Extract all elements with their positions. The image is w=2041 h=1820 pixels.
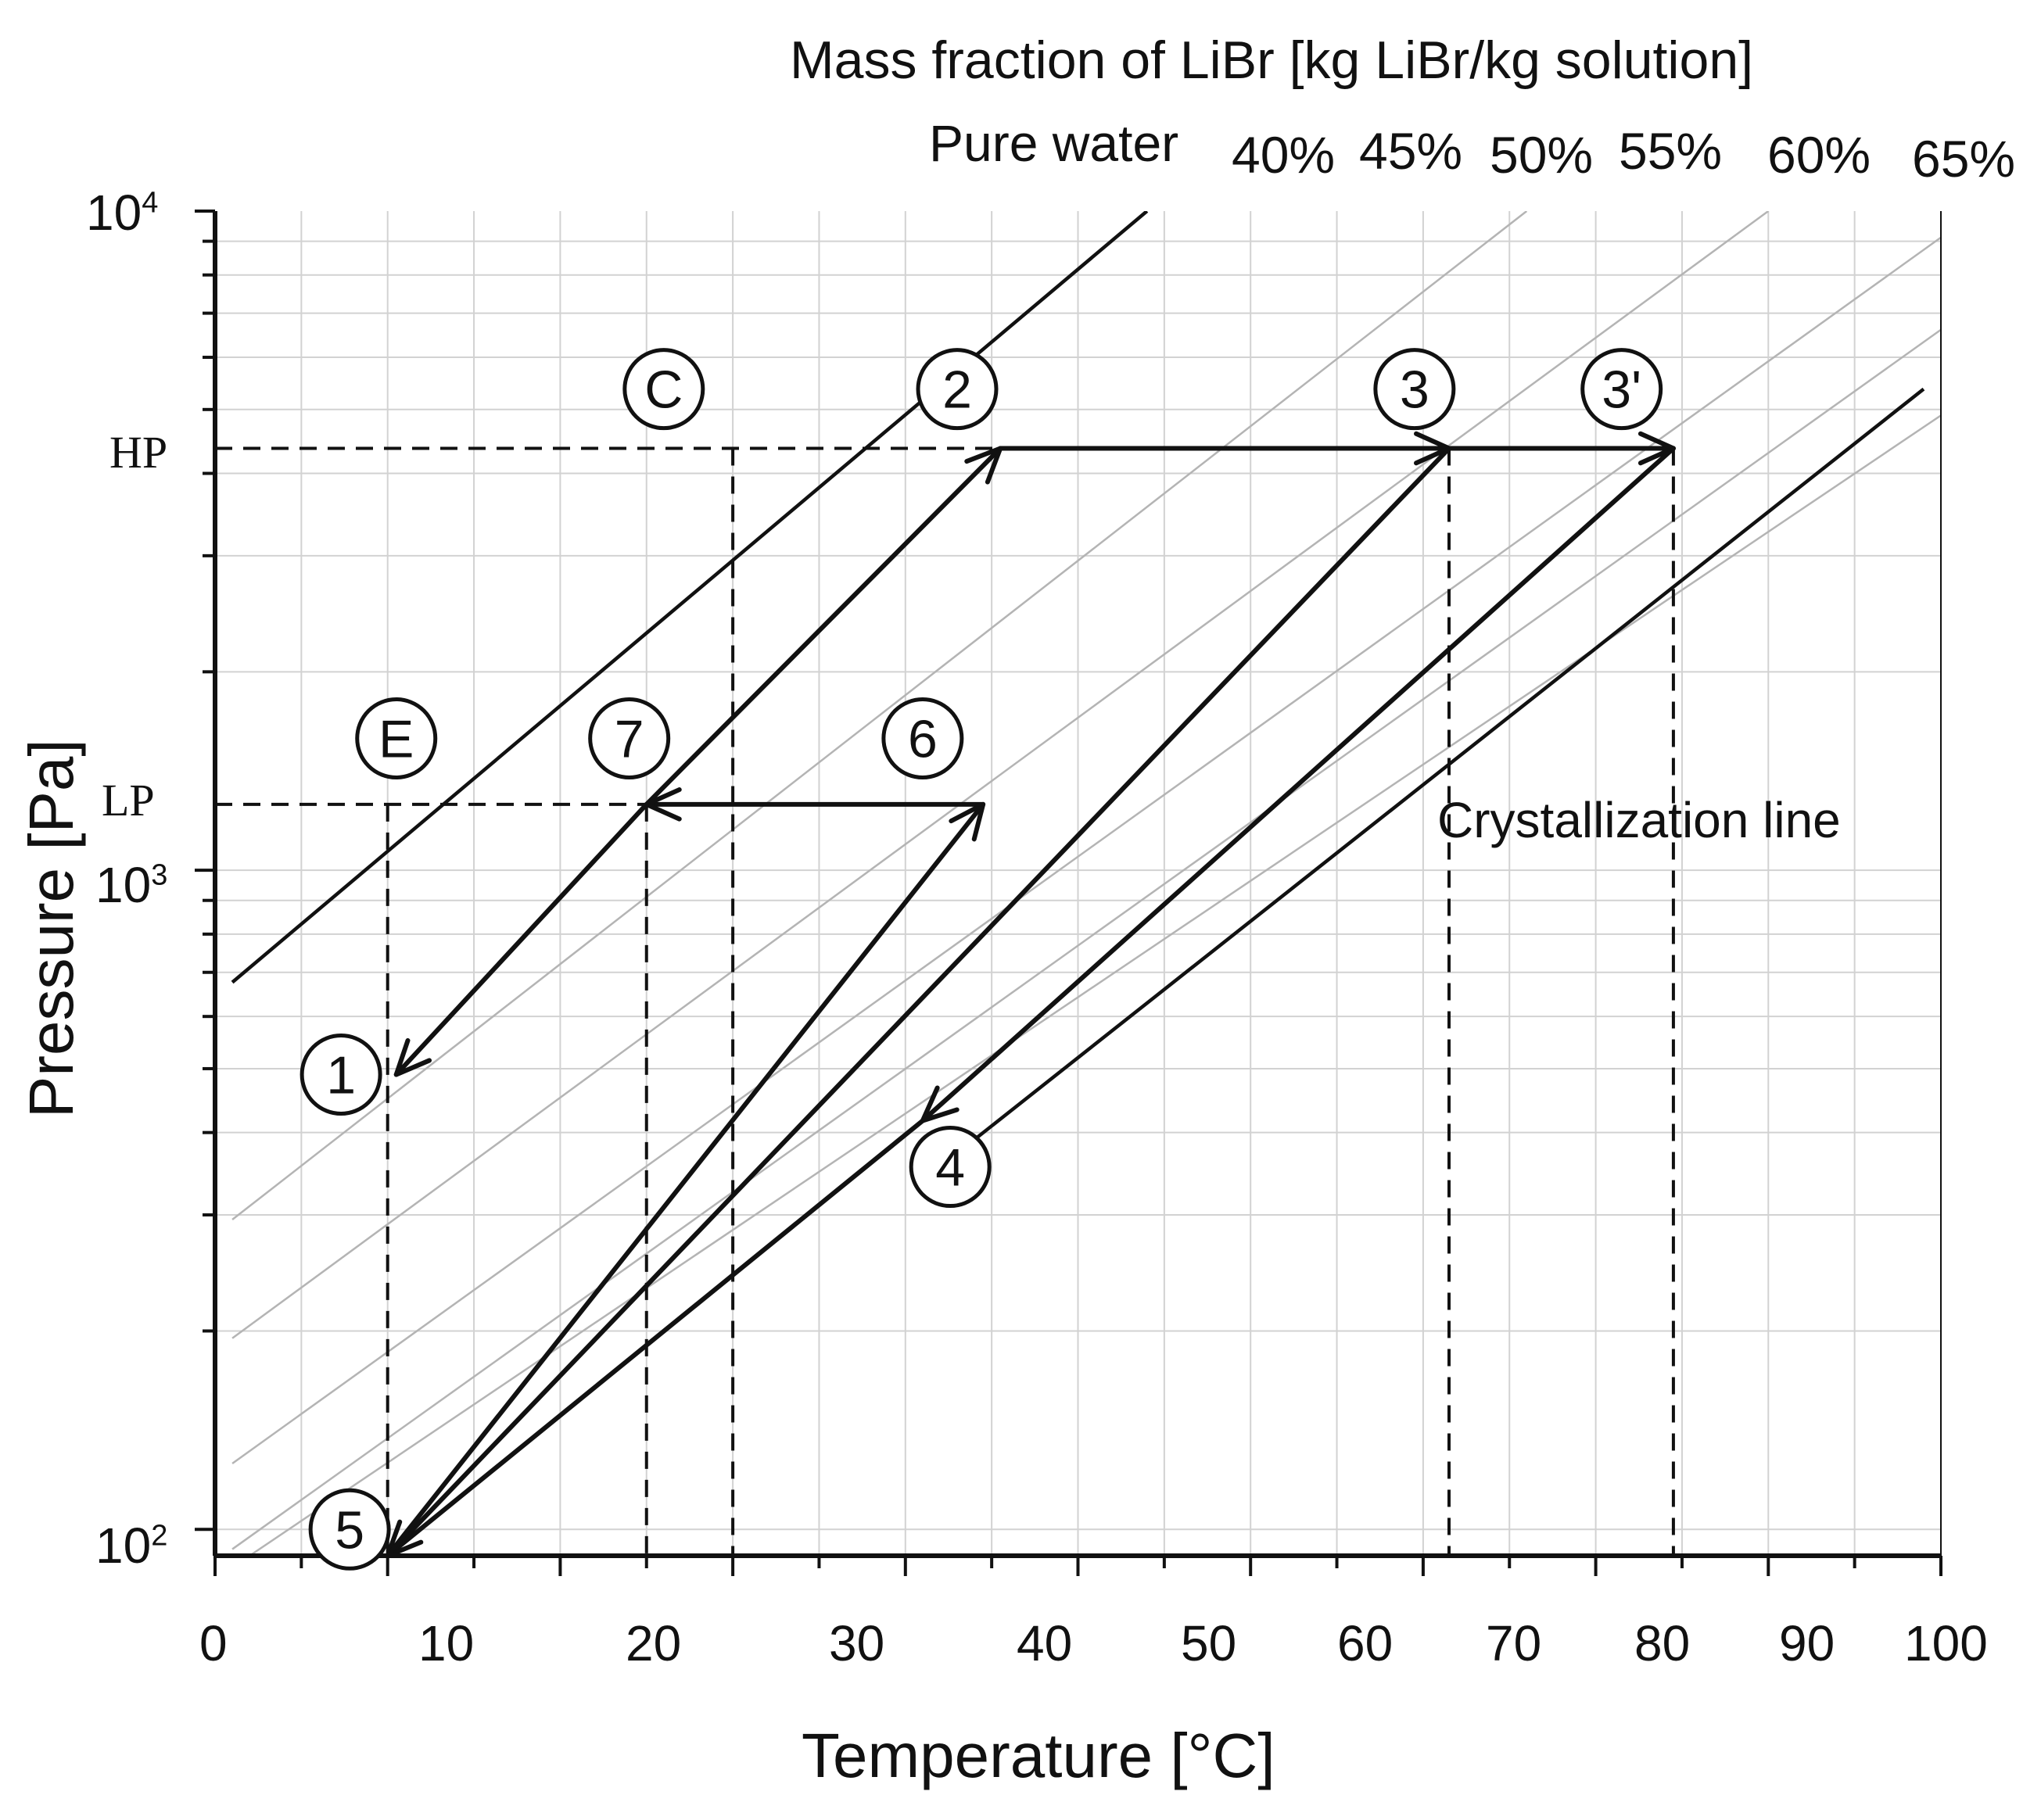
- y-axis-label: Pressure [Pa]: [16, 739, 86, 1118]
- state-point-label: 3': [1602, 360, 1641, 420]
- state-point-4: 4: [909, 1126, 992, 1209]
- state-point-C: C: [622, 348, 705, 431]
- state-point-5: 5: [308, 1488, 391, 1571]
- state-point-circle: [1580, 348, 1663, 431]
- process-line: [385, 1118, 925, 1558]
- crystallization-line-label: Crystallization line: [1437, 792, 1841, 848]
- main-lines: [231, 211, 1925, 1169]
- concentration-label-40: 40%: [1232, 126, 1336, 184]
- state-point-label: 4: [935, 1138, 965, 1198]
- state-point-label: 6: [908, 710, 938, 769]
- x-tick-label: 50: [1181, 1615, 1237, 1671]
- state-point-label: 7: [615, 710, 644, 769]
- iso-concentration-line: [249, 414, 1941, 1556]
- y-tick-label-1000: 103: [95, 857, 168, 913]
- state-point-E: E: [355, 697, 438, 780]
- x-tick-label: 60: [1337, 1615, 1394, 1671]
- x-tick-label: 100: [1904, 1615, 1988, 1671]
- state-point-circle: [308, 1488, 391, 1571]
- x-tick-label: 10: [418, 1615, 475, 1671]
- x-axis-label: Temperature [°C]: [802, 1721, 1275, 1790]
- x-tick-label: 80: [1634, 1615, 1691, 1671]
- concentration-label-60: 60%: [1767, 126, 1871, 184]
- concentration-label-65: 65%: [1912, 130, 2016, 188]
- process-line: [385, 801, 986, 1558]
- arrow-head: [393, 1037, 432, 1077]
- concentration-label-pure-water: Pure water: [929, 114, 1179, 172]
- x-tick-label: 90: [1779, 1615, 1835, 1671]
- state-point-7: 7: [588, 697, 671, 780]
- iso-concentration-line: [231, 328, 1941, 1550]
- grid: [215, 211, 1941, 1556]
- hp-level-label: HP: [109, 427, 168, 478]
- state-point-label: E: [378, 710, 414, 769]
- chart-title: Mass fraction of LiBr [kg LiBr/kg soluti…: [790, 30, 1754, 90]
- process-line: [393, 801, 649, 1077]
- state-point-3: 3: [1373, 348, 1456, 431]
- state-point-labels: C 2 3 3' E 7 6 1 4 5: [300, 348, 1663, 1571]
- iso-concentration-lines: [231, 211, 1941, 1556]
- concentration-label-50: 50%: [1490, 126, 1594, 184]
- x-tick-label: 70: [1486, 1615, 1542, 1671]
- state-point-circle: [1373, 348, 1456, 431]
- arrow-head: [920, 1085, 960, 1123]
- state-point-circle: [622, 348, 705, 431]
- process-line: [920, 446, 1676, 1123]
- state-point-circle: [300, 1034, 382, 1116]
- state-point-label: C: [644, 360, 683, 420]
- pure-water-line: [231, 211, 1149, 984]
- y-tick-label-100: 102: [95, 1517, 168, 1574]
- state-point-label: 1: [326, 1046, 356, 1105]
- y-tick-label-10000: 104: [86, 185, 159, 241]
- x-tick-label: 40: [1017, 1615, 1073, 1671]
- process-line: [385, 446, 1452, 1558]
- iso-concentration-line: [231, 236, 1941, 1464]
- iso-concentration-line: [231, 211, 1770, 1339]
- crystallization-line: [938, 387, 1925, 1169]
- x-tick-label: 20: [626, 1615, 682, 1671]
- state-point-1: 1: [300, 1034, 382, 1116]
- state-point-2: 2: [916, 348, 999, 431]
- state-point-circle: [881, 697, 964, 780]
- process-arrows: [385, 431, 1676, 1558]
- state-point-6: 6: [881, 697, 964, 780]
- state-point-circle: [588, 697, 671, 780]
- process-line: [644, 446, 1003, 807]
- state-point-label: 2: [942, 360, 972, 420]
- state-point-label: 5: [335, 1500, 364, 1560]
- x-tick-label: 0: [199, 1615, 228, 1671]
- state-point-circle: [909, 1126, 992, 1209]
- state-point-circle: [916, 348, 999, 431]
- lp-level-label: LP: [102, 775, 155, 826]
- concentration-label-45: 45%: [1359, 122, 1463, 180]
- concentration-label-55: 55%: [1619, 122, 1723, 180]
- axes: [195, 210, 1942, 1576]
- state-point-3prime: 3': [1580, 348, 1663, 431]
- state-point-label: 3: [1400, 360, 1429, 420]
- state-point-circle: [355, 697, 438, 780]
- x-tick-label: 30: [829, 1615, 885, 1671]
- iso-concentration-line: [231, 211, 1528, 1220]
- dashed-guides: [215, 446, 1675, 1556]
